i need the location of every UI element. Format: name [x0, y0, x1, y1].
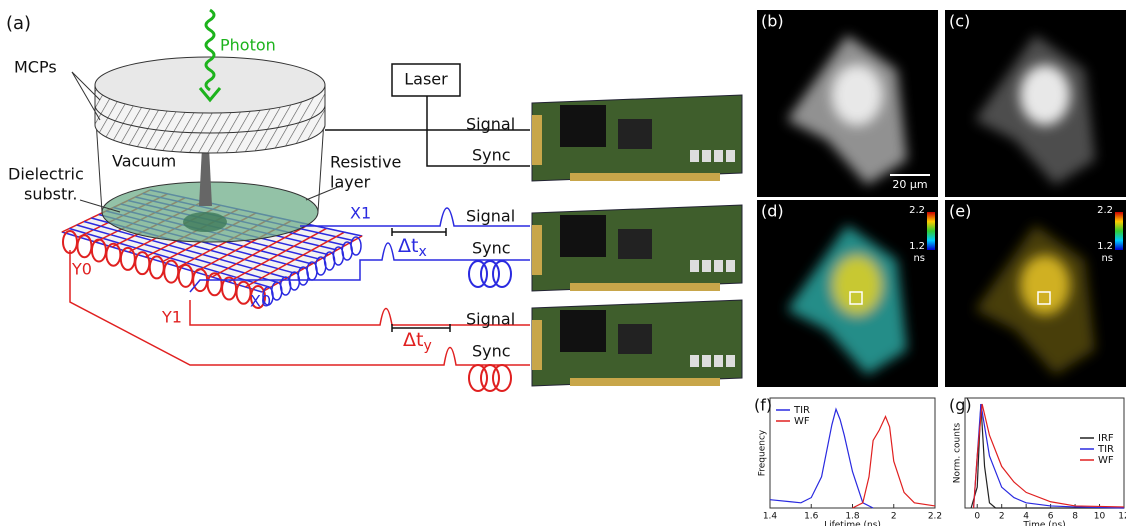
- x-tick-label: 2.2: [928, 512, 942, 522]
- panel-label: (d): [761, 202, 784, 221]
- colorbar-label: 1.2: [909, 241, 925, 252]
- panel-label: (c): [949, 12, 970, 31]
- dielectric-label: Dielectric: [8, 165, 84, 184]
- panel-label: (g): [949, 396, 972, 415]
- y1-label: Y1: [161, 308, 182, 327]
- signal-label: Signal: [466, 115, 515, 134]
- cell-core: [1020, 255, 1070, 315]
- socket: [726, 260, 735, 272]
- delta-t-x: Δtx: [398, 235, 427, 261]
- x0-label: X0: [250, 292, 271, 311]
- x-tick-label: 10: [1094, 512, 1106, 522]
- socket: [690, 150, 699, 162]
- socket: [726, 150, 735, 162]
- edge-connector: [532, 320, 542, 370]
- delta-t: Δt: [398, 235, 418, 257]
- x-tick-label: 2: [999, 512, 1005, 522]
- resistive-label: layer: [330, 173, 371, 192]
- chip: [618, 324, 652, 354]
- legend-label: IRF: [1098, 433, 1114, 444]
- scale-bar-label: 20 µm: [892, 178, 927, 191]
- delay-coil: [493, 261, 511, 287]
- socket: [690, 355, 699, 367]
- legend-label: WF: [794, 416, 810, 427]
- panel-label: (f): [754, 396, 772, 415]
- subscript: y: [423, 338, 431, 354]
- y-axis-label: Norm. counts: [953, 423, 963, 484]
- sync-label: Sync: [472, 146, 511, 165]
- diagram-shapes: [62, 10, 1126, 391]
- resistive-label: Resistive: [330, 153, 401, 172]
- cell-core: [832, 255, 882, 315]
- socket: [726, 355, 735, 367]
- signal-label: Signal: [466, 207, 515, 226]
- x1-label: X1: [350, 204, 371, 223]
- dielectric-label: substr.: [24, 185, 77, 204]
- chip: [618, 229, 652, 259]
- subscript: x: [418, 244, 426, 260]
- x-tick-label: 0: [974, 512, 980, 522]
- socket: [702, 260, 711, 272]
- heatsink: [560, 215, 606, 257]
- delay-coil: [493, 365, 511, 391]
- colorbar-label: 2.2: [909, 205, 925, 216]
- x-axis-label: Lifetime (ns): [824, 521, 881, 526]
- panel-label: (a): [6, 13, 31, 34]
- delta-t: Δt: [403, 329, 423, 351]
- socket: [714, 260, 723, 272]
- connector: [570, 173, 720, 181]
- legend-label: WF: [1098, 455, 1114, 466]
- charge-cloud: [183, 212, 227, 232]
- connector: [570, 283, 720, 291]
- panel-label: (e): [949, 202, 971, 221]
- mcps-label: MCPs: [14, 58, 57, 77]
- figure: (a) Photon MCPs Laser Vacuum Resistive l…: [0, 0, 1126, 526]
- mcp-top: [95, 57, 325, 113]
- x-tick-label: 12: [1118, 512, 1126, 522]
- y-axis-label: Frequency: [758, 429, 768, 476]
- sync-label: Sync: [472, 342, 511, 361]
- signal-label: Signal: [466, 310, 515, 329]
- socket: [702, 355, 711, 367]
- colorbar: [1115, 212, 1123, 250]
- colorbar-label: 2.2: [1097, 205, 1113, 216]
- colorbar: [927, 212, 935, 250]
- edge-connector: [532, 115, 542, 165]
- connector: [570, 378, 720, 386]
- x-tick-label: 1.4: [763, 512, 778, 522]
- socket: [702, 150, 711, 162]
- photon-label: Photon: [220, 36, 276, 55]
- laser-label: Laser: [404, 70, 448, 89]
- socket: [690, 260, 699, 272]
- x-tick-label: 1.6: [804, 512, 819, 522]
- edge-connector: [532, 225, 542, 275]
- cell-core: [1020, 65, 1070, 125]
- chip: [618, 119, 652, 149]
- vacuum-label: Vacuum: [112, 152, 176, 171]
- heatsink: [560, 310, 606, 352]
- socket: [714, 150, 723, 162]
- colorbar-label: 1.2: [1097, 241, 1113, 252]
- panel-label: (b): [761, 12, 784, 31]
- x-axis-label: Time (ns): [1022, 521, 1065, 526]
- cell-core: [832, 65, 882, 125]
- heatsink: [560, 105, 606, 147]
- x-tick-label: 2: [891, 512, 897, 522]
- legend-label: TIR: [1097, 444, 1114, 455]
- sync-label: Sync: [472, 239, 511, 258]
- socket: [714, 355, 723, 367]
- colorbar-label: ns: [913, 253, 925, 264]
- x-tick-label: 8: [1072, 512, 1078, 522]
- legend-label: TIR: [793, 405, 810, 416]
- delta-t-y: Δty: [403, 329, 432, 355]
- colorbar-label: ns: [1101, 253, 1113, 264]
- y0-label: Y0: [71, 260, 92, 279]
